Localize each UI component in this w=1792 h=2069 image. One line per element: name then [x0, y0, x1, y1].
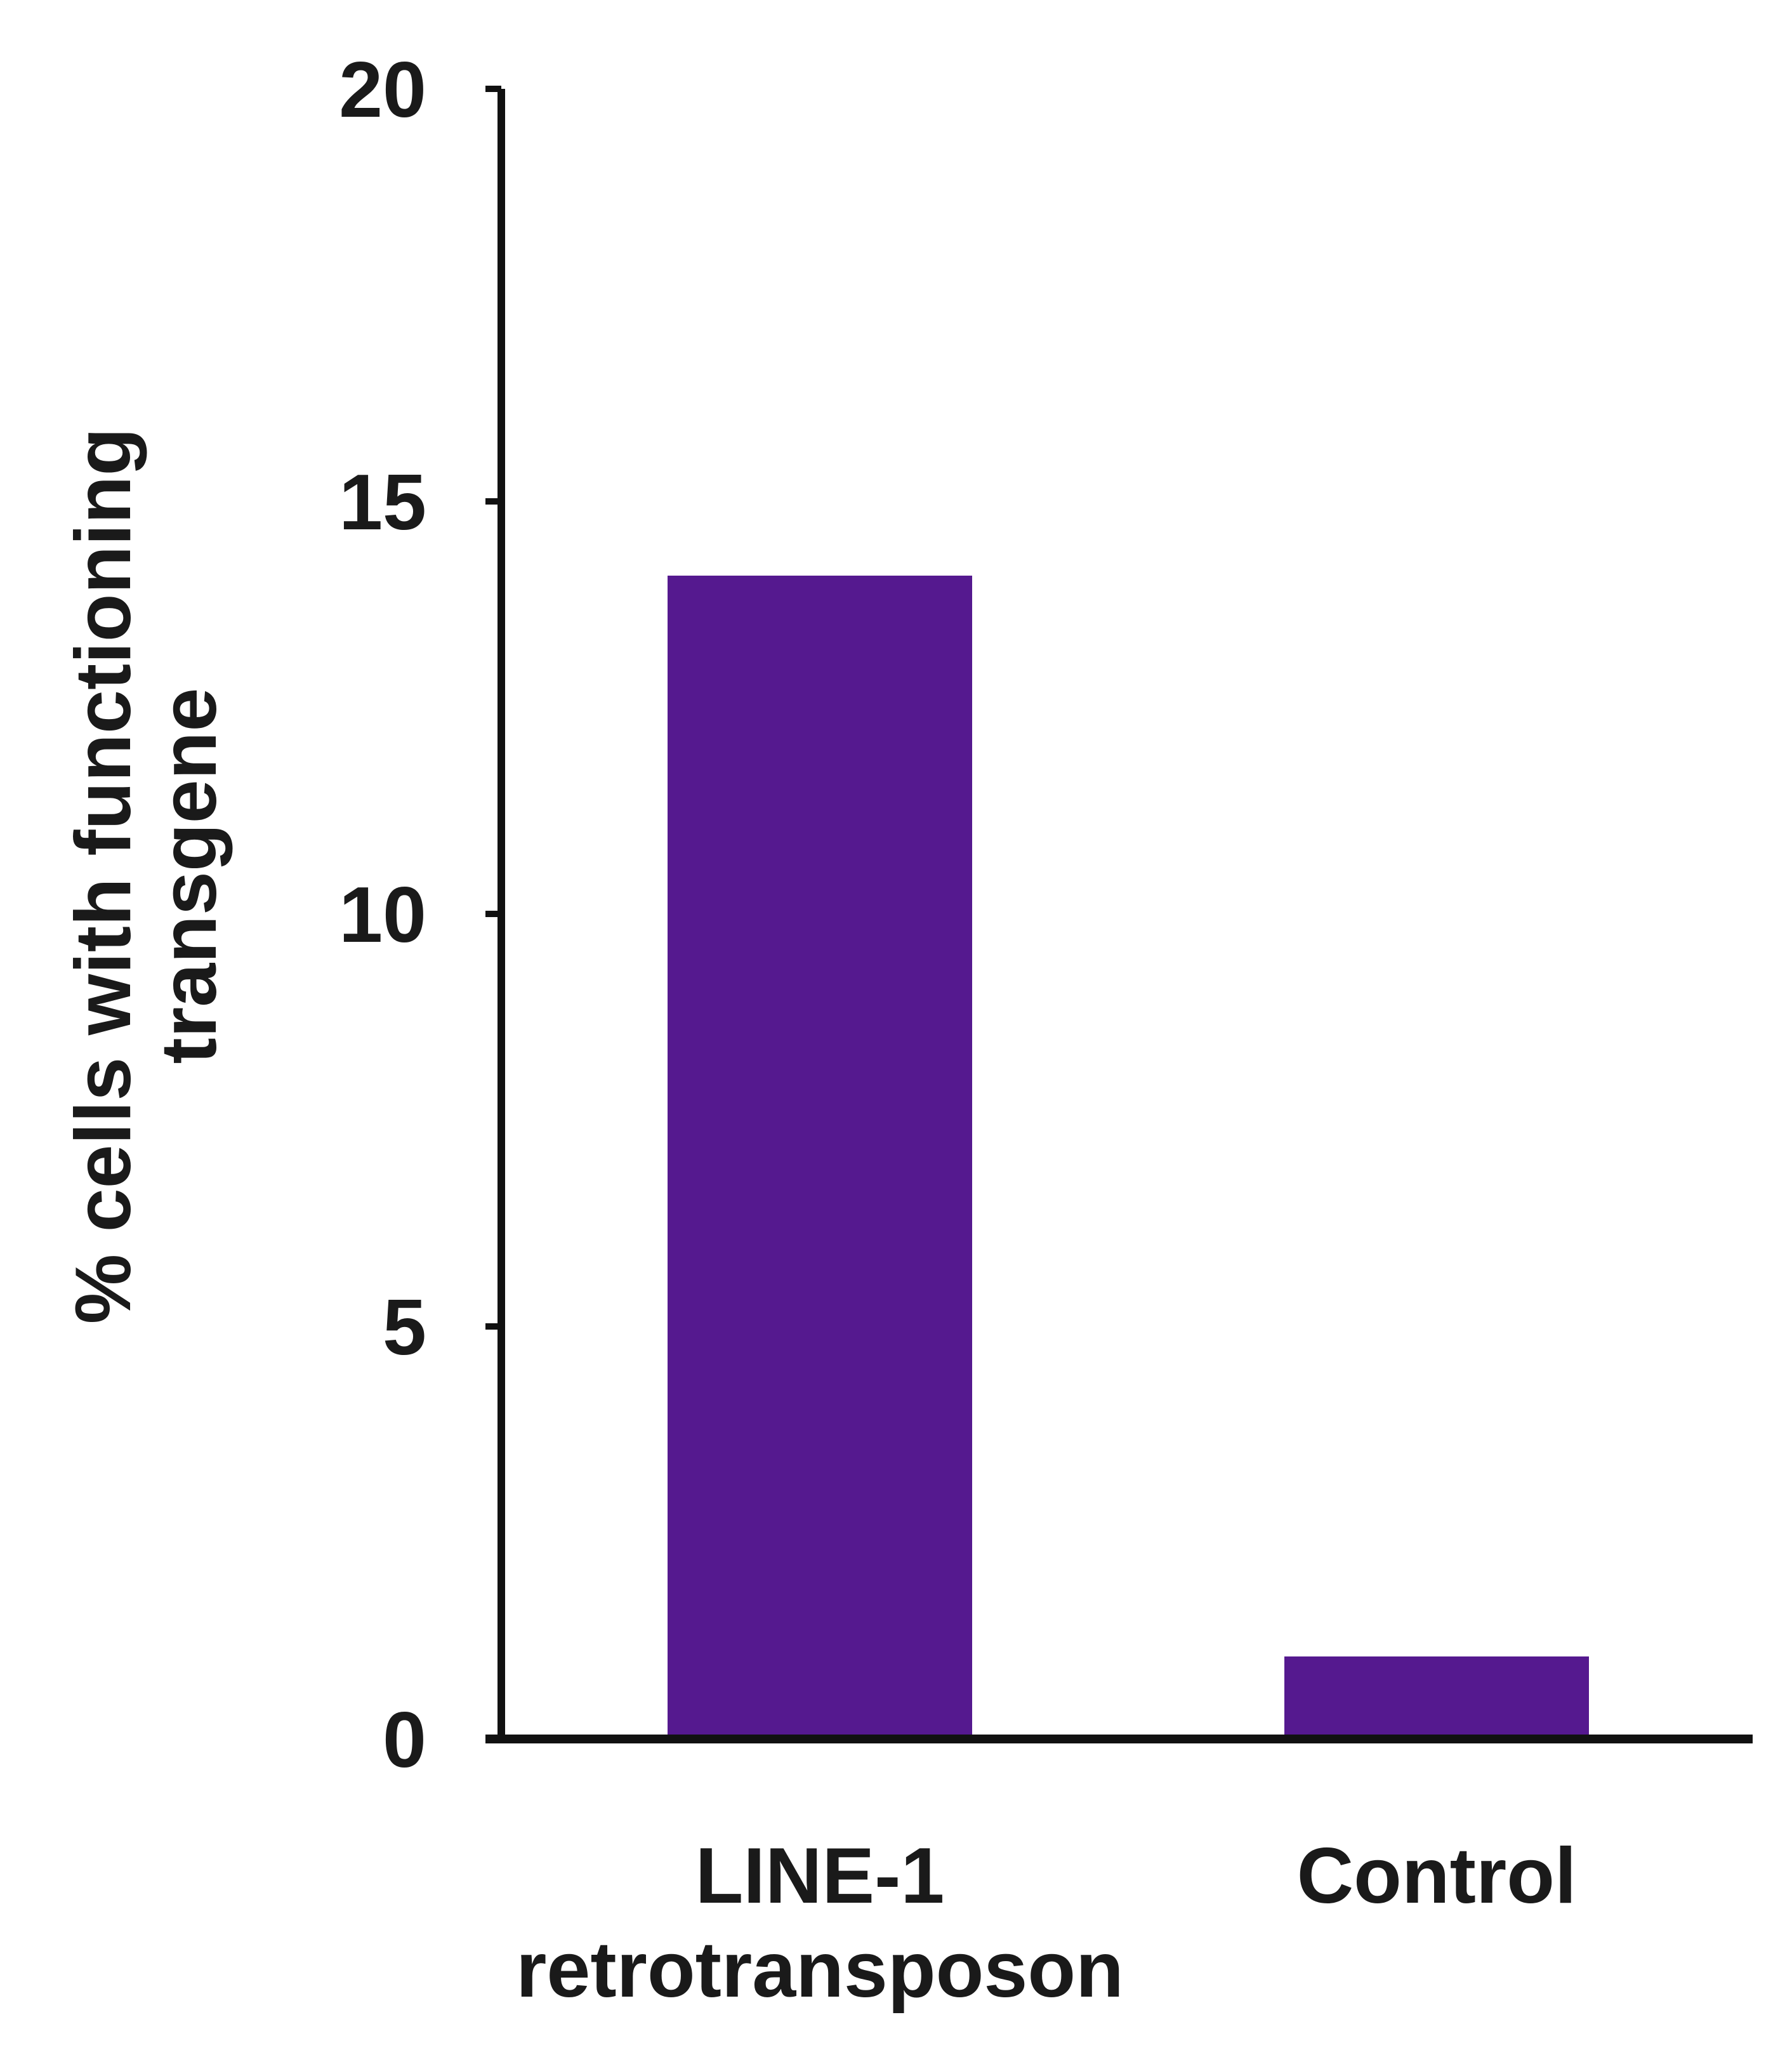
bar-control: [1284, 1656, 1589, 1739]
y-tick-label: 10: [339, 871, 426, 959]
y-tick-label: 0: [383, 1696, 426, 1784]
y-axis-title: % cells with functioningtransgene: [60, 428, 233, 1324]
y-tick-label: 20: [339, 46, 426, 134]
y-tick-label: 15: [339, 459, 426, 546]
y-axis-title-line: transgene: [145, 688, 233, 1064]
x-category-label: LINE-1 retrotransposon: [516, 1832, 1124, 2014]
x-labels-group: LINE-1 retrotransposon Control: [516, 1832, 1576, 2014]
bars-group: [668, 576, 1589, 1739]
y-ticks-group: 0 5 10 15 20: [339, 46, 501, 1784]
bar-line-1: [668, 576, 972, 1739]
y-axis-title-line: % cells with functioning: [60, 428, 147, 1324]
x-category-label-line: LINE-1: [695, 1832, 945, 1920]
x-category-label: Control: [1297, 1832, 1577, 1920]
y-axis-title-group: % cells with functioningtransgene: [60, 428, 233, 1324]
x-category-label-line: retrotransposon: [516, 1926, 1124, 2014]
x-category-label-line: Control: [1297, 1832, 1577, 1920]
y-tick-label: 5: [383, 1284, 426, 1372]
